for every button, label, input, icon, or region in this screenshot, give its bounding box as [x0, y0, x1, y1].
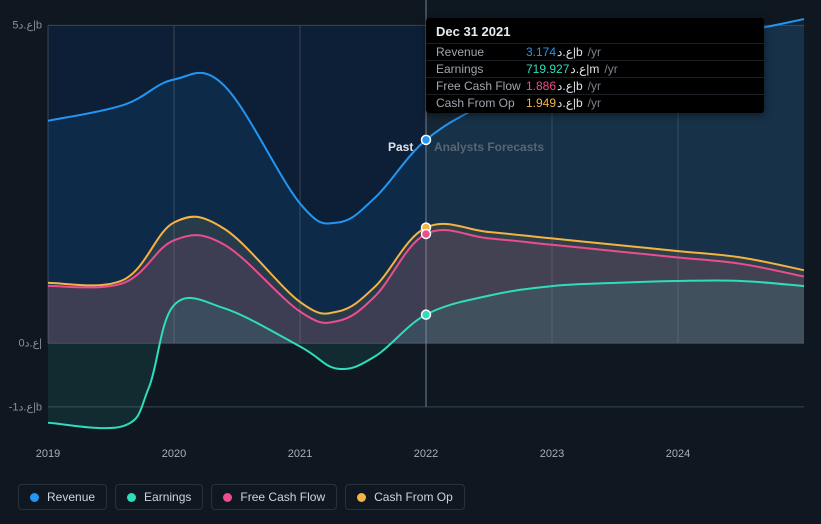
tooltip-row: Earnings719.927ع.د|m/yr	[426, 60, 764, 77]
legend-label: Free Cash Flow	[240, 490, 325, 504]
legend-dot-icon	[357, 493, 366, 502]
x-tick-label: 2019	[36, 448, 60, 460]
tooltip-suffix: /yr	[588, 79, 601, 93]
legend-label: Earnings	[144, 490, 191, 504]
marker-fcf	[422, 229, 431, 238]
tooltip-suffix: /yr	[588, 45, 601, 59]
tooltip-row: Free Cash Flow1.886ع.د|b/yr	[426, 77, 764, 94]
y-tick-label: 5ع.د|b	[12, 19, 42, 32]
tooltip-suffix: /yr	[604, 62, 617, 76]
tooltip-series-name: Earnings	[436, 62, 526, 76]
tooltip-date: Dec 31 2021	[426, 24, 764, 43]
x-tick-label: 2023	[540, 448, 564, 460]
tooltip-row: Cash From Op1.949ع.د|b/yr	[426, 94, 764, 111]
legend-dot-icon	[223, 493, 232, 502]
x-tick-label: 2020	[162, 448, 186, 460]
x-tick-label: 2022	[414, 448, 438, 460]
tooltip-suffix: /yr	[588, 96, 601, 110]
tooltip-value: 3.174	[526, 45, 556, 59]
tooltip-value: 719.927	[526, 62, 569, 76]
forecast-label: Analysts Forecasts	[434, 140, 544, 154]
tooltip-unit: ع.د|b	[557, 45, 583, 59]
tooltip-unit: ع.د|m	[570, 62, 599, 76]
tooltip-value: 1.949	[526, 96, 556, 110]
legend-label: Cash From Op	[374, 490, 453, 504]
legend-earnings[interactable]: Earnings	[115, 484, 203, 510]
y-tick-label: 0ع.د|	[18, 337, 42, 350]
hover-tooltip: Dec 31 2021 Revenue3.174ع.د|b/yrEarnings…	[426, 18, 764, 113]
marker-earnings	[422, 310, 431, 319]
legend-fcf[interactable]: Free Cash Flow	[211, 484, 337, 510]
y-tick-label: -1ع.د|b	[9, 400, 42, 413]
tooltip-row: Revenue3.174ع.د|b/yr	[426, 43, 764, 60]
tooltip-series-name: Revenue	[436, 45, 526, 59]
marker-revenue	[422, 135, 431, 144]
financials-chart: Dec 31 2021 Revenue3.174ع.د|b/yrEarnings…	[0, 0, 821, 524]
legend: Revenue Earnings Free Cash Flow Cash From O…	[18, 484, 465, 510]
x-tick-label: 2024	[666, 448, 690, 460]
legend-label: Revenue	[47, 490, 95, 504]
tooltip-unit: ع.د|b	[557, 96, 583, 110]
legend-revenue[interactable]: Revenue	[18, 484, 107, 510]
x-tick-label: 2021	[288, 448, 312, 460]
tooltip-series-name: Cash From Op	[436, 96, 526, 110]
past-label: Past	[388, 140, 413, 154]
legend-dot-icon	[127, 493, 136, 502]
tooltip-series-name: Free Cash Flow	[436, 79, 526, 93]
legend-dot-icon	[30, 493, 39, 502]
tooltip-unit: ع.د|b	[557, 79, 583, 93]
tooltip-value: 1.886	[526, 79, 556, 93]
legend-cfo[interactable]: Cash From Op	[345, 484, 465, 510]
